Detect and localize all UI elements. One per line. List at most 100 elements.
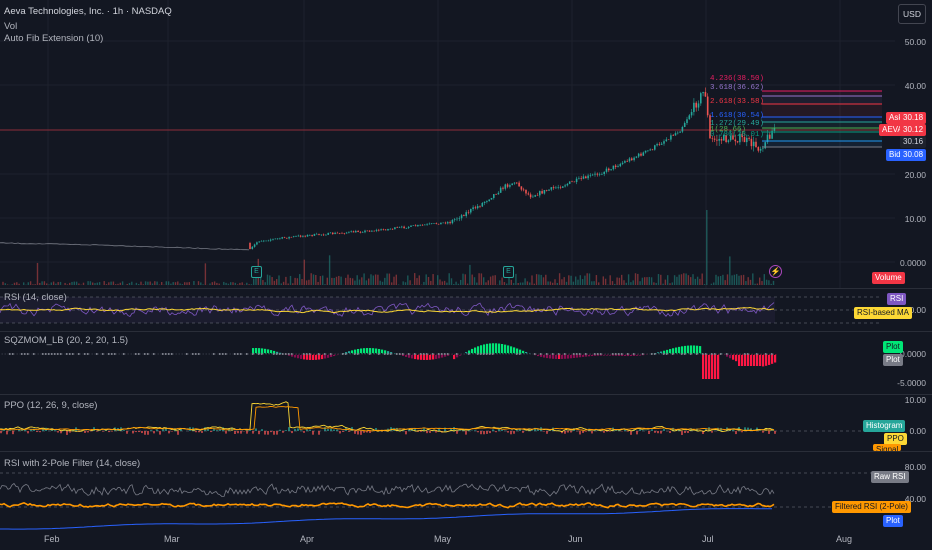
volume-bar [414, 273, 416, 285]
sqz-bar [474, 347, 477, 354]
volume-bar [453, 284, 455, 285]
fib-indicator-title[interactable]: Auto Fib Extension (10) [4, 33, 104, 44]
volume-bar [740, 275, 742, 285]
ppo-histogram-bar [276, 431, 278, 435]
volume-bar [598, 282, 600, 285]
volume-bar [540, 274, 542, 285]
pane-divider[interactable] [0, 288, 932, 289]
volume-bar [469, 264, 471, 285]
volume-bar [78, 283, 80, 285]
volume-bar [266, 274, 269, 285]
price-pane[interactable]: Aeva Technologies, Inc. · 1h · NASDAQ Vo… [0, 0, 932, 288]
volume-bar [641, 277, 644, 285]
candle-body [656, 144, 658, 146]
pane-divider[interactable] [0, 331, 932, 332]
sqz-dot [234, 353, 236, 355]
volume-bar [575, 276, 577, 285]
sqz-dot [474, 353, 476, 355]
sqz-dot [681, 353, 683, 355]
volume-bar [170, 283, 172, 285]
sqz-dot [285, 353, 287, 355]
candle-body [690, 112, 693, 116]
candle-body [532, 196, 534, 198]
candle-body [637, 153, 640, 157]
ppo-chart[interactable] [0, 395, 932, 451]
ppo-histogram-bar [285, 430, 287, 431]
volume-bar [517, 282, 519, 285]
volume-bar [135, 282, 138, 285]
candle-body [249, 243, 251, 250]
ppo-histogram-bar [156, 429, 158, 431]
currency-button[interactable]: USD [898, 4, 926, 24]
candle-body [626, 161, 628, 162]
sqz-dot [708, 353, 710, 355]
rsi-2pole-chart[interactable] [0, 452, 932, 530]
candle-body [619, 163, 622, 167]
sqz-bar [666, 349, 669, 354]
volume-bar [395, 274, 397, 285]
candle-body [417, 224, 419, 227]
ppo-histogram-bar [519, 429, 521, 431]
symbol-title[interactable]: Aeva Technologies, Inc. · 1h · NASDAQ [4, 6, 172, 17]
fib-zone [762, 104, 882, 117]
rsi-pane[interactable]: RSI (14, close) 50.00 RSI RSI-based MA [0, 289, 932, 331]
ppo-histogram-bar [150, 430, 152, 431]
ppo-histogram-bar [759, 430, 761, 431]
volume-bar [338, 275, 340, 285]
candle-body [297, 235, 300, 237]
time-axis[interactable]: Feb Mar Apr May Jun Jul Aug [0, 530, 932, 550]
candle-body [686, 119, 688, 124]
candle-body [479, 206, 481, 207]
sqz-dot [672, 353, 674, 355]
volume-indicator-title[interactable]: Vol [4, 21, 18, 32]
sqz-dot [150, 353, 152, 355]
rsi-chart[interactable] [0, 289, 932, 331]
volume-bar [464, 274, 466, 285]
sqz-dot [717, 353, 719, 355]
candle-body [727, 140, 730, 142]
ppo-histogram-bar [255, 428, 257, 431]
flash-event-marker[interactable]: ⚡ [769, 265, 782, 278]
volume-bar [759, 277, 761, 285]
price-chart[interactable] [0, 0, 932, 288]
ppo-pane[interactable]: PPO (12, 26, 9, close) 10.00 0.00 Histog… [0, 395, 932, 451]
ppo-histogram-bar [9, 430, 11, 431]
ppo-title[interactable]: PPO (12, 26, 9, close) [4, 400, 98, 411]
sqz-bar [591, 354, 594, 357]
candle-body [375, 229, 378, 231]
volume-bar [32, 284, 34, 285]
sqzmom-pane[interactable]: SQZMOM_LB (20, 2, 20, 1.5) 0.0000 -5.000… [0, 332, 932, 394]
sqz-dot [678, 353, 680, 355]
sqz-dot [393, 353, 395, 355]
sqz-dot [162, 353, 164, 355]
sqz-dot [645, 353, 647, 355]
ppo-histogram-bar [357, 431, 359, 435]
volume-bar [294, 277, 296, 285]
earnings-marker[interactable]: E [503, 266, 514, 278]
rsi-2pole-pane[interactable]: RSI with 2-Pole Filter (14, close) 80.00… [0, 452, 932, 530]
sqzmom-chart[interactable] [0, 332, 932, 394]
pane-divider[interactable] [0, 451, 932, 452]
rsi-title[interactable]: RSI (14, close) [4, 292, 67, 303]
ppo-histogram-bar [195, 431, 197, 433]
candle-body [700, 93, 702, 104]
sqz-dot [30, 353, 32, 355]
candle-body [320, 234, 323, 236]
earnings-marker[interactable]: E [251, 266, 262, 278]
rsi-2pole-title[interactable]: RSI with 2-Pole Filter (14, close) [4, 458, 141, 469]
candle-body [355, 231, 357, 233]
sqz-bar [504, 344, 507, 354]
raw-rsi-line [0, 482, 775, 498]
volume-bar [236, 284, 239, 285]
sqz-dot [198, 353, 200, 355]
pane-divider[interactable] [0, 394, 932, 395]
volume-bar [690, 277, 692, 285]
sqz-dot [399, 353, 401, 355]
ppo-histogram-bar [408, 429, 410, 431]
sqz-bar [372, 348, 375, 354]
sqzmom-title[interactable]: SQZMOM_LB (20, 2, 20, 1.5) [4, 335, 129, 346]
sqz-bar [303, 354, 306, 360]
volume-bar [462, 273, 464, 285]
sqz-dot [384, 353, 386, 355]
candle-body [640, 153, 642, 156]
